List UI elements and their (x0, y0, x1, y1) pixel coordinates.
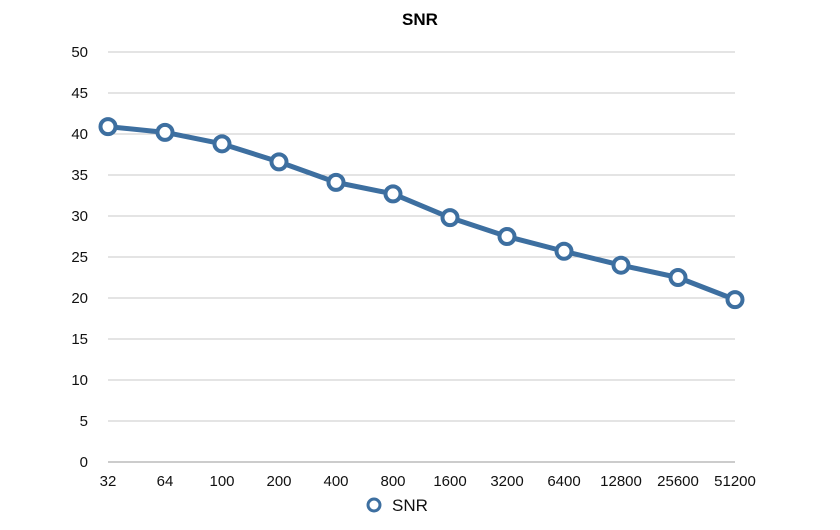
y-tick-label: 0 (80, 454, 88, 471)
data-point (554, 241, 574, 261)
x-tick-label: 100 (209, 473, 234, 490)
y-tick-label: 40 (71, 126, 88, 143)
chart-title: SNR (402, 10, 438, 29)
y-tick-label: 25 (71, 249, 88, 266)
data-point (611, 255, 631, 275)
data-point (668, 268, 688, 287)
x-tick-label: 25600 (657, 473, 699, 490)
data-point (212, 134, 232, 154)
x-tick-label: 800 (380, 473, 405, 490)
y-tick-label: 30 (71, 208, 88, 225)
gridlines (108, 51, 735, 463)
series-layer (98, 117, 745, 310)
data-point (440, 208, 460, 228)
x-tick-label: 32 (100, 473, 117, 490)
x-axis-tick-labels: 32 64 100 200 400 800 1600 3200 6400 12800 25600 51… (100, 473, 756, 490)
y-tick-label: 10 (71, 372, 88, 389)
data-point (497, 227, 517, 246)
data-point (383, 184, 403, 204)
legend-label: SNR (392, 496, 428, 515)
y-axis-tick-labels: 0 5 10 15 20 25 30 35 40 45 50 (71, 44, 88, 471)
x-tick-label: 400 (323, 473, 348, 490)
data-point (269, 152, 289, 172)
legend-marker-icon (366, 497, 382, 513)
data-point (155, 122, 175, 142)
x-tick-label: 200 (266, 473, 291, 490)
series-line-snr (105, 124, 738, 303)
x-tick-label: 64 (157, 473, 174, 490)
y-tick-label: 45 (71, 85, 88, 102)
x-tick-label: 6400 (547, 473, 580, 490)
legend: SNR (366, 496, 428, 515)
x-tick-label: 1600 (433, 473, 466, 490)
data-point (725, 290, 745, 310)
y-tick-label: 50 (71, 44, 88, 61)
x-tick-label: 12800 (600, 473, 642, 490)
x-tick-label: 51200 (714, 473, 756, 490)
y-tick-label: 5 (80, 413, 88, 430)
x-tick-label: 3200 (490, 473, 523, 490)
data-point (326, 172, 346, 192)
data-point (98, 117, 118, 137)
y-tick-label: 15 (71, 331, 88, 348)
y-tick-label: 20 (71, 290, 88, 307)
y-tick-label: 35 (71, 167, 88, 184)
